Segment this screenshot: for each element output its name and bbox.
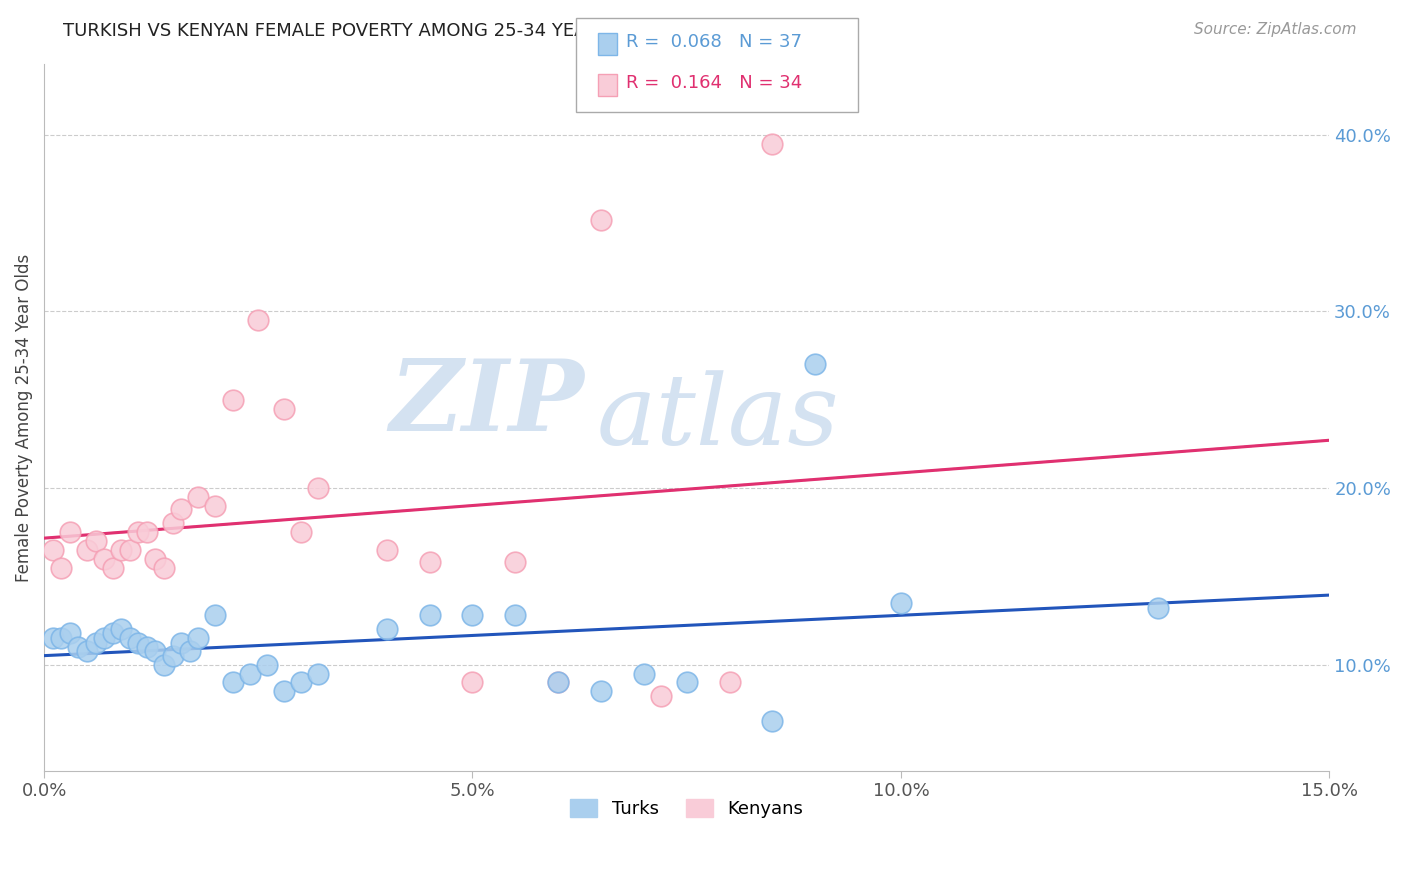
Point (162, 648, 184, 663)
Point (59, 525, 82, 540)
Point (170, 502, 193, 516)
Text: ZIP: ZIP (389, 355, 583, 451)
Point (67, 640, 90, 654)
Point (153, 657, 176, 672)
Point (170, 636, 193, 650)
Point (419, 608, 441, 623)
Point (93, 551, 115, 566)
Point (135, 640, 157, 654)
Point (290, 525, 312, 540)
Point (145, 551, 167, 566)
Point (1147, 601, 1170, 615)
Point (221, 392, 243, 407)
Point (307, 481, 329, 495)
Point (204, 608, 226, 623)
Point (187, 631, 209, 645)
Point (890, 596, 912, 610)
Point (589, 212, 612, 227)
Point (761, 136, 783, 151)
Text: TURKISH VS KENYAN FEMALE POVERTY AMONG 25-34 YEAR OLDS CORRELATION CHART: TURKISH VS KENYAN FEMALE POVERTY AMONG 2… (63, 22, 855, 40)
Point (461, 675, 484, 690)
Text: R =  0.068   N = 37: R = 0.068 N = 37 (626, 33, 801, 52)
Text: Source: ZipAtlas.com: Source: ZipAtlas.com (1194, 22, 1357, 37)
Point (547, 675, 569, 690)
Point (110, 623, 132, 637)
Point (41, 631, 63, 645)
Point (804, 357, 827, 371)
Point (101, 560, 124, 574)
Point (76, 542, 98, 557)
Point (41, 542, 63, 557)
Point (118, 542, 141, 557)
Point (51, 560, 73, 574)
Point (461, 608, 484, 623)
Point (633, 666, 655, 681)
Point (375, 542, 398, 557)
Point (204, 499, 226, 513)
Point (650, 690, 672, 704)
Point (589, 684, 612, 698)
Y-axis label: Female Poverty Among 25-34 Year Olds: Female Poverty Among 25-34 Year Olds (15, 253, 32, 582)
Point (59, 626, 82, 640)
Point (375, 623, 398, 637)
Point (419, 555, 441, 569)
Point (187, 490, 209, 504)
Point (110, 542, 132, 557)
Point (135, 525, 157, 540)
Point (153, 560, 176, 574)
Point (239, 666, 262, 681)
Point (101, 626, 124, 640)
Point (162, 516, 184, 531)
Point (93, 631, 115, 645)
Point (307, 666, 329, 681)
Point (718, 675, 741, 690)
Point (84, 534, 107, 549)
Text: atlas: atlas (596, 369, 839, 465)
Point (273, 684, 295, 698)
Point (118, 631, 141, 645)
Point (761, 714, 783, 729)
Point (247, 313, 270, 327)
Point (273, 401, 295, 416)
Point (127, 636, 149, 650)
Point (221, 675, 243, 690)
Point (84, 636, 107, 650)
Point (547, 675, 569, 690)
Point (76, 643, 98, 657)
Text: R =  0.164   N = 34: R = 0.164 N = 34 (626, 74, 801, 93)
Point (256, 657, 278, 672)
Point (290, 675, 312, 690)
Point (145, 643, 167, 657)
Point (505, 608, 527, 623)
Point (51, 631, 73, 645)
Point (675, 675, 697, 690)
Point (179, 643, 201, 657)
Point (127, 525, 149, 540)
Point (505, 555, 527, 569)
Legend: Turks, Kenyans: Turks, Kenyans (562, 791, 810, 825)
